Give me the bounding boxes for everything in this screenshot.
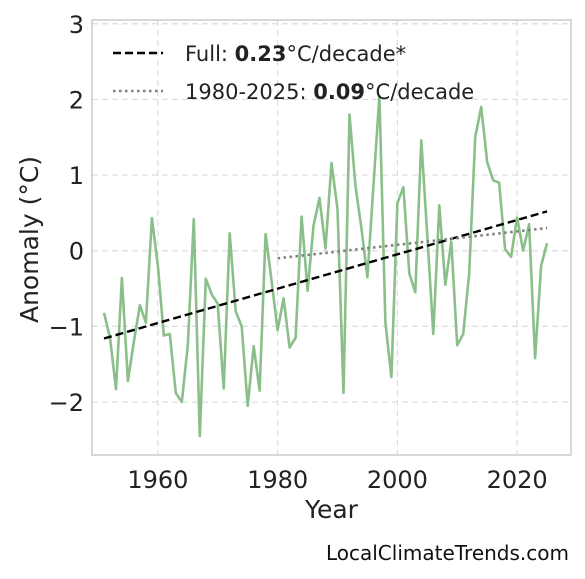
x-axis-title: Year — [304, 495, 359, 524]
y-axis-title: Anomaly (°C) — [15, 156, 44, 323]
x-tick-label: 1980 — [247, 466, 308, 494]
temperature-series-line — [102, 94, 549, 438]
plot-frame — [91, 19, 572, 456]
trend-line-full — [103, 210, 548, 340]
x-tick-label: 2020 — [487, 466, 548, 494]
y-tick-label: 2 — [69, 86, 84, 114]
legend-label: 1980-2025: 0.09°C/decade — [185, 80, 474, 104]
trend-line-recent — [277, 226, 548, 260]
y-tick-label: −2 — [49, 389, 84, 417]
trend-layer — [103, 210, 548, 340]
watermark: LocalClimateTrends.com — [325, 541, 569, 565]
y-tick-label: 0 — [69, 238, 84, 266]
legend: Full: 0.23°C/decade* 1980-2025: 0.09°C/de… — [113, 42, 474, 104]
y-tick-label: 3 — [69, 11, 84, 39]
x-tick-labels: 1960 1980 2000 2020 — [127, 466, 547, 494]
y-tick-label: 1 — [69, 162, 84, 190]
y-tick-labels: −2 −1 0 1 2 3 — [49, 11, 84, 417]
grid — [92, 20, 571, 455]
series-layer — [102, 94, 549, 438]
legend-label: Full: 0.23°C/decade* — [185, 42, 406, 66]
x-tick-label: 2000 — [367, 466, 428, 494]
x-tick-label: 1960 — [127, 466, 188, 494]
y-tick-label: −1 — [49, 313, 84, 341]
